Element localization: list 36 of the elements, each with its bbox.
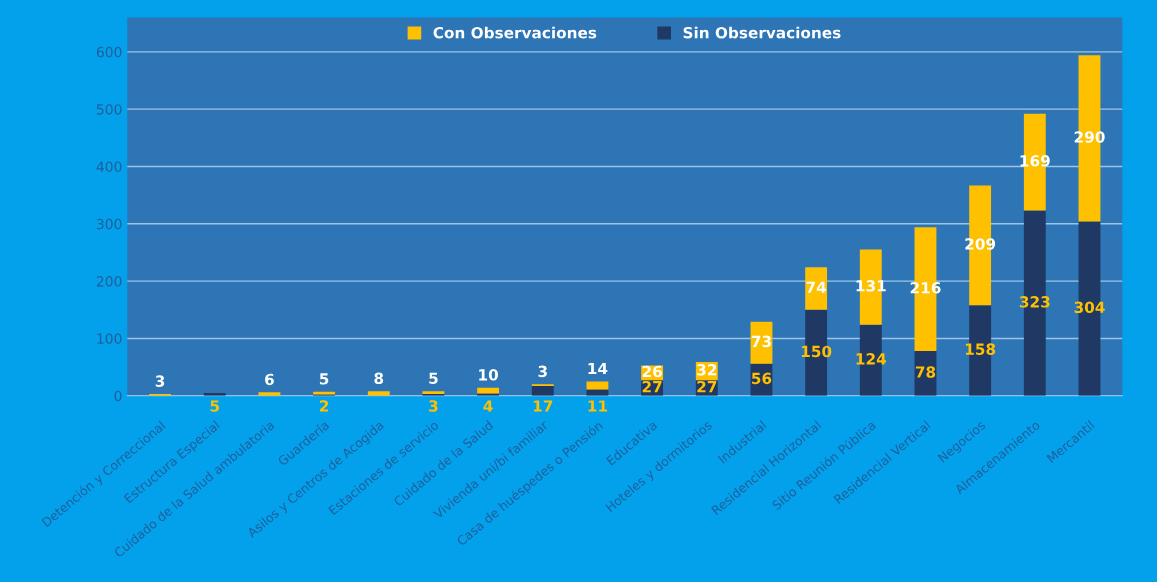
data-label: 3 [155,375,165,387]
y-tick-label: 0 [114,390,122,402]
data-label: 6 [265,373,274,386]
data-label: 8 [374,372,384,385]
data-label: 4 [483,400,493,412]
data-label: 78 [915,366,936,378]
data-label: 73 [751,335,771,348]
data-label: 323 [1019,296,1050,308]
data-label: 11 [588,400,608,412]
data-label: 2 [319,400,329,412]
legend-label: Con Observaciones [433,26,597,39]
data-label: 27 [642,380,662,393]
data-label: 32 [697,363,717,376]
data-label: 74 [806,281,827,293]
data-label: 17 [533,400,553,412]
y-tick-label: 300 [96,218,122,230]
data-label: 5 [210,400,219,412]
data-label: 14 [588,362,608,375]
data-label: 158 [965,343,996,355]
data-label: 27 [697,380,717,393]
data-label: 304 [1074,301,1105,314]
y-tick-label: 600 [96,46,122,58]
data-label: 56 [752,372,772,385]
data-label: 5 [319,373,329,385]
y-tick-label: 200 [96,276,122,287]
legend-label: Sin Observaciones [683,26,841,39]
data-label: 3 [538,365,547,378]
y-tick-label: 400 [96,161,122,172]
y-tick-label: 100 [97,333,122,344]
data-label: 5 [429,372,438,385]
y-tick-label: 500 [96,104,122,115]
data-label: 10 [479,369,498,381]
data-label: 124 [856,353,887,365]
data-label: 3 [429,400,438,412]
data-label: 150 [801,345,832,358]
data-label: 26 [642,365,662,378]
